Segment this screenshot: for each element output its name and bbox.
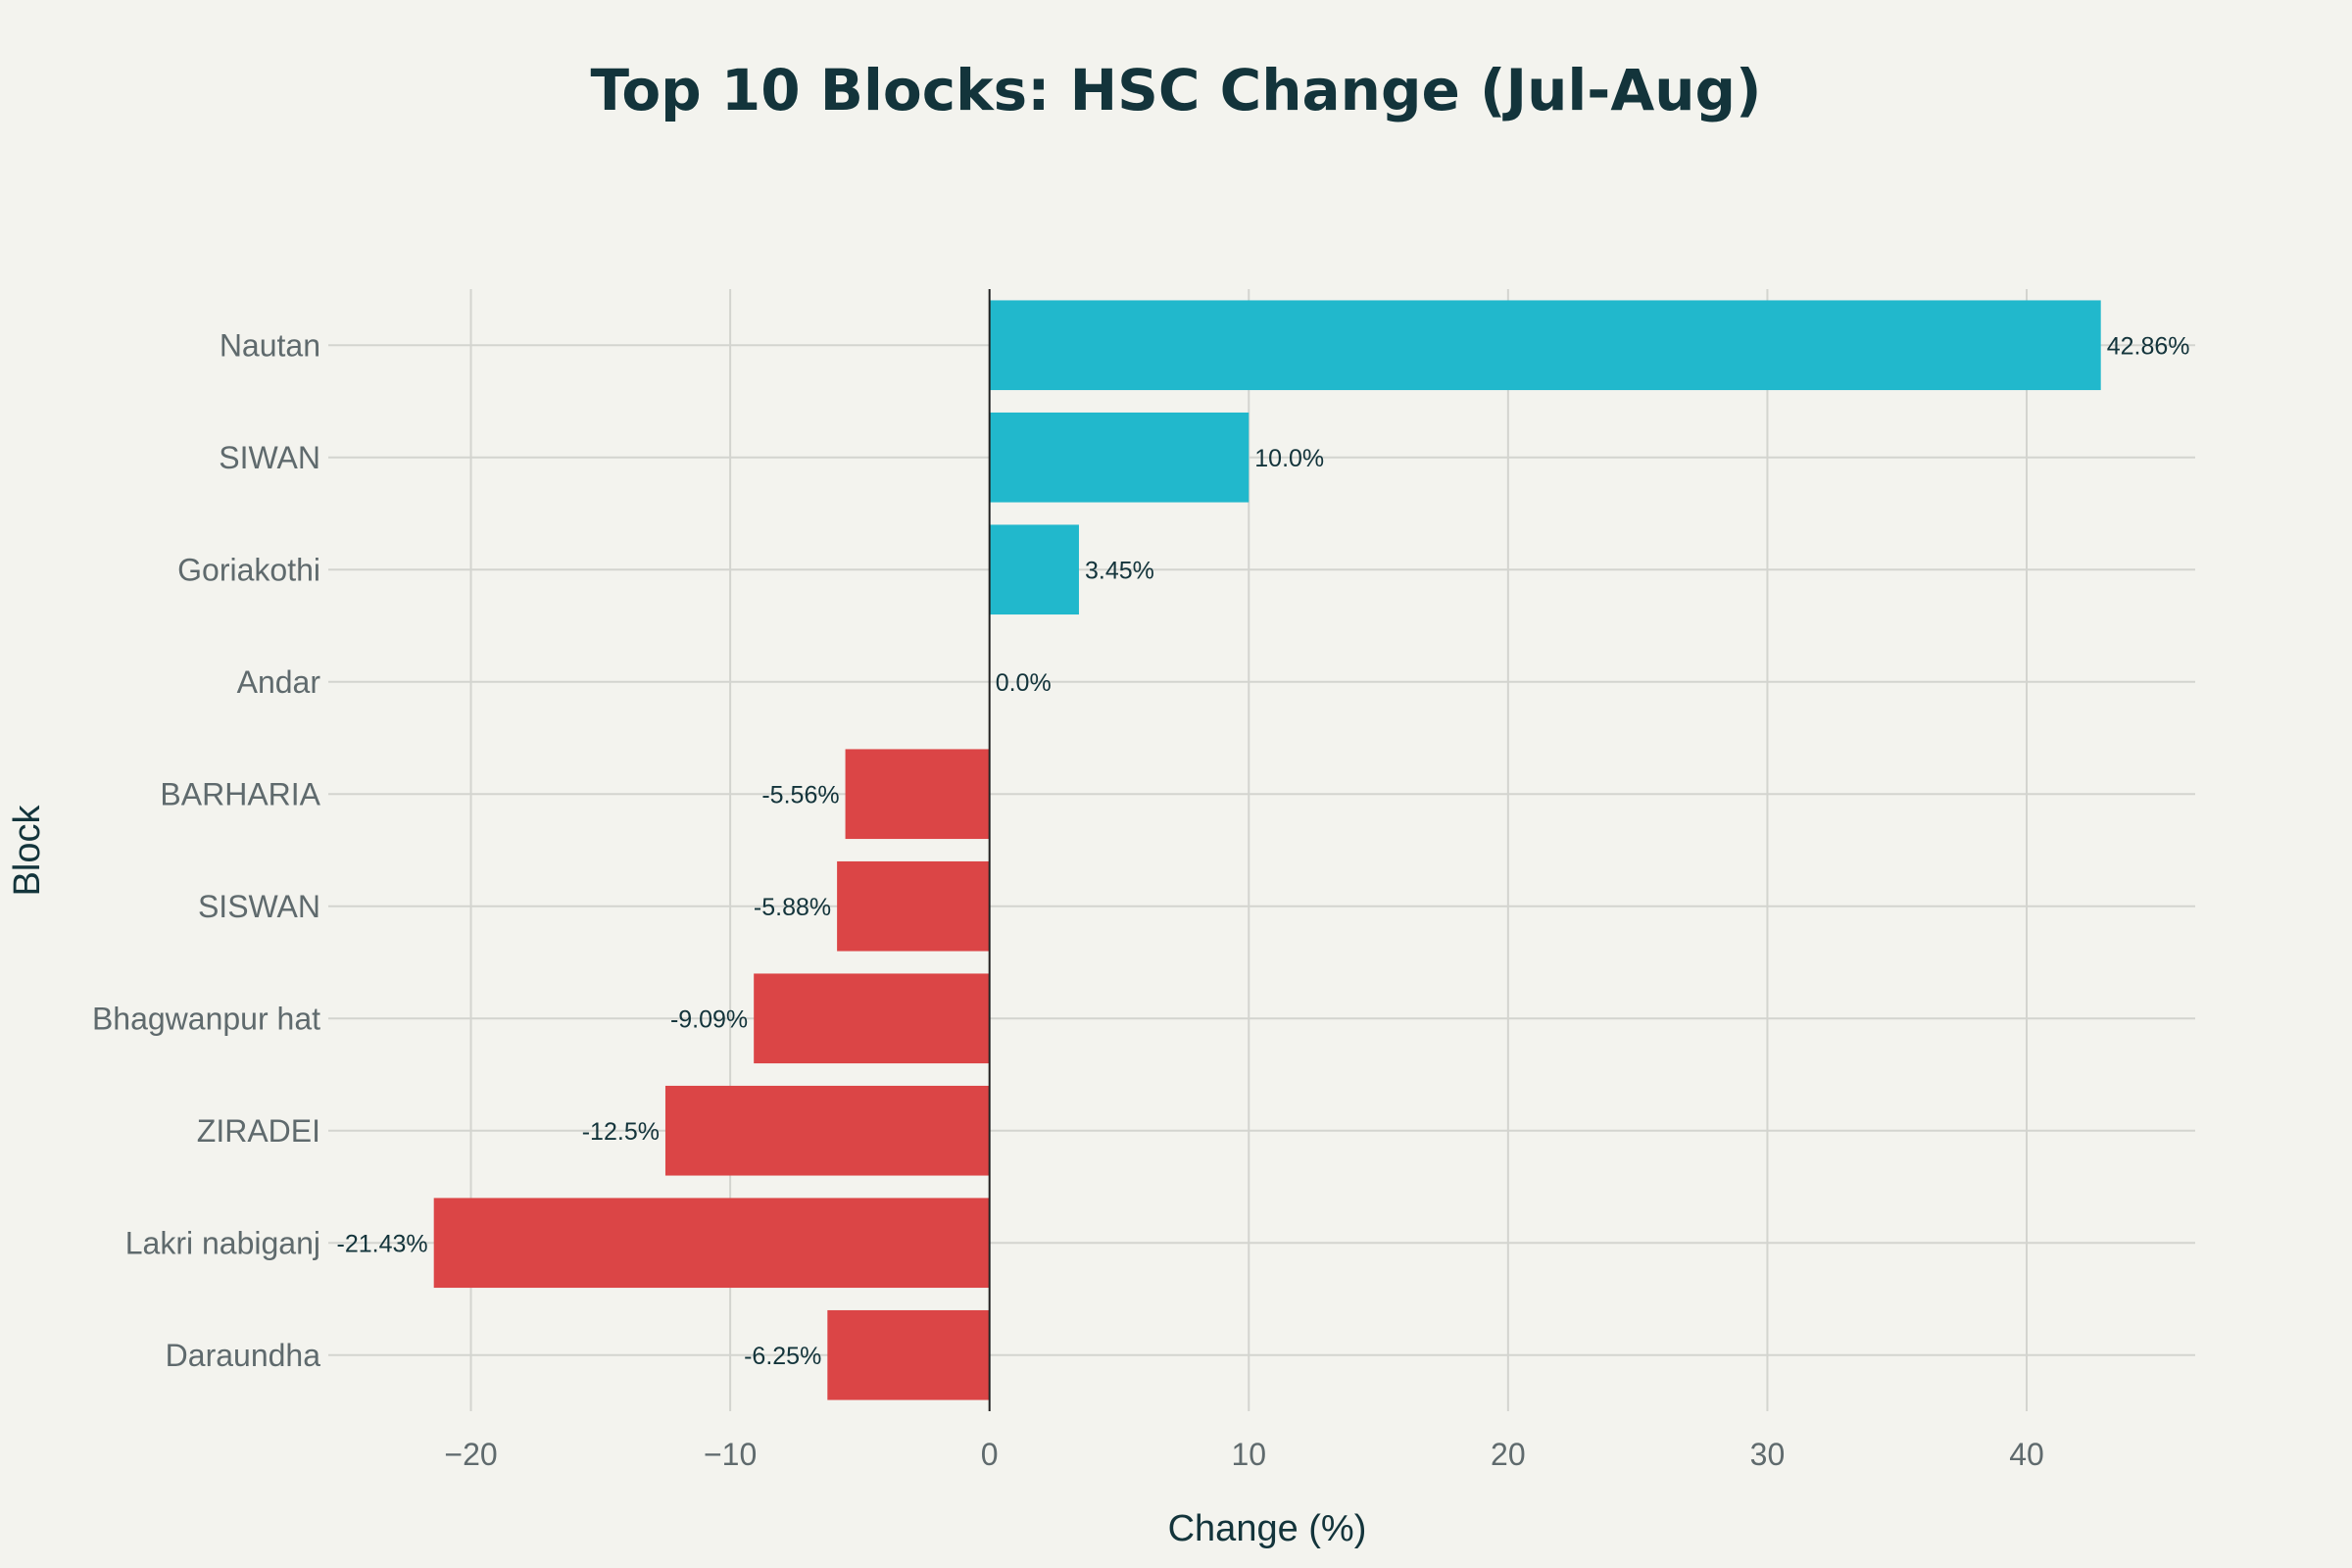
bar-layer <box>433 289 2101 1411</box>
grid-layer <box>328 289 2195 1411</box>
x-tick-label: 40 <box>2009 1437 2044 1472</box>
data-label: -6.25% <box>744 1343 821 1370</box>
data-label: 3.45% <box>1085 557 1154 584</box>
data-label: 42.86% <box>2107 332 2190 360</box>
bar <box>433 1198 990 1289</box>
y-tick-label: Goriakothi <box>177 552 320 587</box>
data-label: -5.56% <box>761 781 839 808</box>
y-tick-label: SIWAN <box>219 440 320 475</box>
bar <box>837 860 990 952</box>
data-label: 10.0% <box>1254 445 1324 472</box>
x-tick-label: −10 <box>704 1437 757 1472</box>
bar <box>827 1309 990 1400</box>
y-tick-label: ZIRADEI <box>197 1113 320 1149</box>
bar <box>664 1085 990 1176</box>
tick-layer: −20 −10 0 10 20 30 40 Nautan SIWAN Goriakothi Anda… <box>92 327 2044 1472</box>
x-axis-label: Change (%) <box>1168 1508 1367 1549</box>
data-label: -9.09% <box>670 1005 748 1033</box>
y-tick-label: BARHARIA <box>160 776 320 811</box>
bar <box>989 300 2101 391</box>
label-layer: 42.86% 10.0% 3.45% 0.0% -5.56% -5.88% -9.09% -1… <box>337 332 2190 1370</box>
y-axis-label: Block <box>7 805 48 897</box>
y-tick-label: Nautan <box>220 327 320 363</box>
data-label: -21.43% <box>337 1230 428 1257</box>
y-tick-label: Lakri nabiganj <box>125 1225 320 1260</box>
x-tick-label: 0 <box>981 1437 999 1472</box>
data-label: -5.88% <box>754 894 831 921</box>
bar <box>845 749 990 840</box>
y-tick-label: Bhagwanpur hat <box>92 1001 320 1036</box>
x-tick-label: 20 <box>1491 1437 1526 1472</box>
bar <box>989 524 1079 615</box>
x-tick-label: 10 <box>1231 1437 1266 1472</box>
x-tick-label: −20 <box>444 1437 497 1472</box>
bar <box>989 412 1250 503</box>
y-tick-label: Andar <box>237 664 321 700</box>
y-tick-label: Daraundha <box>166 1338 321 1373</box>
y-tick-label: SISWAN <box>198 889 320 924</box>
data-label: -12.5% <box>582 1118 660 1146</box>
chart-title: Top 10 Blocks: HSC Change (Jul-Aug) <box>590 57 1761 123</box>
bar <box>754 973 990 1064</box>
x-tick-label: 30 <box>1750 1437 1786 1472</box>
data-label: 0.0% <box>996 669 1052 697</box>
